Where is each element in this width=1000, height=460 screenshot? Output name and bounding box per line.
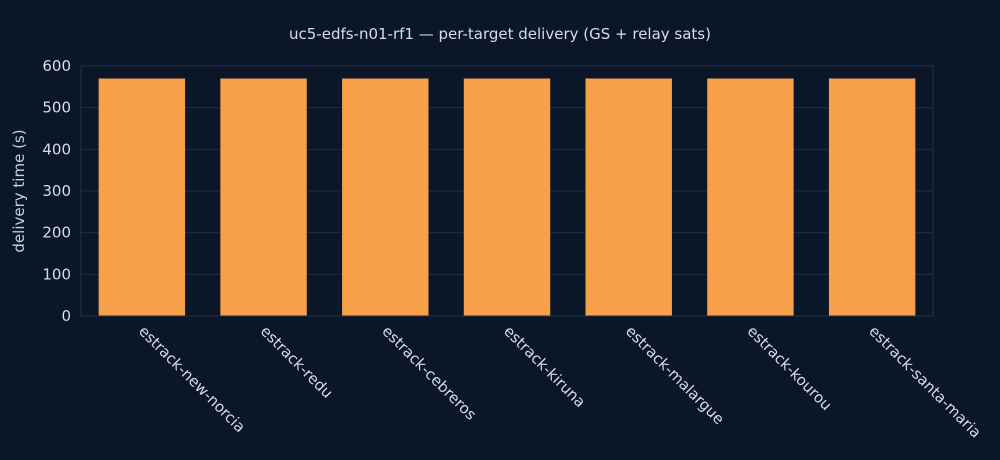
y-tick-label: 400 bbox=[42, 140, 71, 158]
x-tick-label: estrack-new-norcia bbox=[135, 322, 249, 436]
bar-estrack-cebreros bbox=[342, 78, 429, 316]
y-axis-label: delivery time (s) bbox=[10, 129, 28, 252]
x-axis-ticks: estrack-new-norcia estrack-redu estrack-ce… bbox=[135, 322, 985, 441]
x-tick-label: estrack-kourou bbox=[744, 322, 836, 414]
y-tick-label: 300 bbox=[42, 182, 71, 200]
chart-title: uc5-edfs-n01-rf1 — per-target delivery (… bbox=[289, 25, 711, 43]
y-tick-label: 100 bbox=[42, 265, 71, 283]
bar-estrack-redu bbox=[220, 78, 307, 316]
y-tick-label: 500 bbox=[42, 99, 71, 117]
bar-estrack-kiruna bbox=[463, 78, 551, 316]
y-tick-label: 600 bbox=[42, 57, 71, 75]
bar-estrack-santa-maria bbox=[828, 78, 916, 316]
plot-frame bbox=[80, 65, 934, 317]
x-tick-label: estrack-cebreros bbox=[378, 322, 480, 424]
bar-estrack-kourou bbox=[707, 78, 794, 316]
x-tick-label: estrack-redu bbox=[257, 322, 337, 402]
y-tick-label: 0 bbox=[61, 307, 71, 325]
bar-estrack-new-norcia bbox=[98, 78, 186, 316]
y-tick-label: 200 bbox=[42, 224, 71, 242]
y-axis-ticks: 0 100 200 300 400 500 600 bbox=[42, 57, 71, 325]
x-tick-label: estrack-kiruna bbox=[500, 322, 589, 411]
x-tick-label: estrack-malargue bbox=[622, 322, 728, 428]
bars bbox=[98, 78, 916, 316]
x-tick-label: estrack-santa-maria bbox=[865, 322, 984, 441]
bar-estrack-malargue bbox=[585, 78, 672, 316]
